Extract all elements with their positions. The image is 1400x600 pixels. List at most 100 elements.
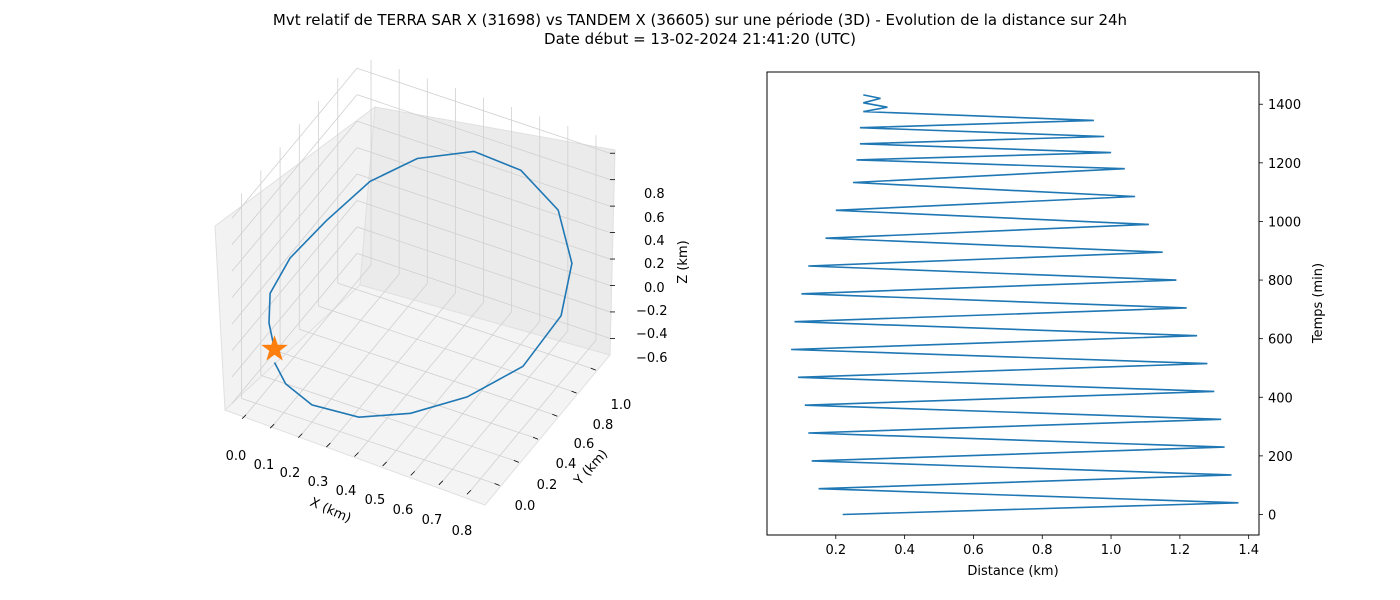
x-tick-label: 0.7	[422, 513, 443, 528]
tick-mark	[466, 489, 472, 495]
grid-line	[260, 375, 514, 461]
chart-title-line2: Date début = 13-02-2024 21:41:20 (UTC)	[544, 30, 856, 48]
x-axis-label: Distance (km)	[967, 564, 1058, 579]
plot-frame	[766, 71, 1260, 536]
y-tick-label: 1200	[1268, 157, 1301, 172]
tick-mark	[410, 471, 416, 476]
grid-line	[245, 264, 372, 415]
grid-line	[356, 120, 611, 207]
grid-line	[356, 226, 611, 313]
z-tick-label: −0.2	[636, 304, 668, 319]
grid-line	[337, 282, 591, 369]
tick-mark	[532, 436, 539, 440]
ticks-3d	[241, 152, 615, 495]
grid-line	[356, 94, 611, 181]
grid-line	[330, 292, 456, 444]
plot-3d: X (km) Y (km) Z (km) 0.0 0.1 0.2 0.3 0.4…	[214, 59, 691, 539]
plot-2d: 0.2 0.4 0.6 0.8 1.0 1.2 1.4 0 200 400 600 800 1000 1…	[766, 71, 1326, 579]
y-tick-label: 0.8	[593, 418, 614, 433]
grid-line	[231, 226, 358, 378]
tick-mark	[438, 480, 444, 486]
tick-mark	[354, 452, 359, 457]
x-tick-label: 0.5	[365, 493, 386, 508]
grid-line	[231, 94, 358, 245]
grid-line	[356, 200, 611, 286]
z-tick-label: 0.8	[644, 187, 665, 202]
z-tick-label: 0.6	[644, 211, 665, 226]
tick-mark	[571, 390, 577, 394]
x-tick-label: 0.3	[308, 475, 329, 490]
tick-mark	[590, 367, 596, 371]
grid-line	[241, 398, 495, 484]
orbit-line	[268, 150, 573, 419]
grid-line	[442, 330, 569, 482]
z-tick-label: −0.4	[636, 327, 668, 342]
grid-line	[273, 273, 400, 425]
x-tick-label: 1.4	[1238, 543, 1259, 558]
x-tick-label: 1.2	[1170, 543, 1191, 558]
grid-line	[386, 311, 512, 463]
tick-mark	[326, 442, 331, 448]
grid-line	[231, 200, 358, 351]
y-tick-label: 200	[1268, 450, 1293, 465]
x-ticks: 0.2 0.4 0.6 0.8 1.0 1.2 1.4	[825, 535, 1259, 558]
tick-mark	[513, 460, 519, 463]
x-axis-label: X (km)	[308, 495, 354, 526]
y-tick-label: 1.0	[611, 398, 632, 413]
grid-line	[358, 302, 484, 453]
x-tick-label: 0.6	[963, 543, 984, 558]
tick-mark	[241, 414, 247, 420]
x-tick-label: 0.4	[336, 484, 357, 499]
x-tick-label: 0.1	[254, 458, 275, 473]
x-tick-label: 1.0	[1101, 543, 1122, 558]
grid-line	[414, 321, 541, 472]
x-tick-labels: 0.0 0.1 0.2 0.3 0.4 0.5 0.6 0.7 0.8	[226, 449, 473, 539]
y-tick-label: 0	[1268, 508, 1276, 523]
z-tick-label: 0.2	[644, 257, 665, 272]
grid-line	[231, 120, 358, 272]
x-tick-label: 0.2	[280, 466, 301, 481]
z-axis-label: Z (km)	[676, 240, 691, 283]
distance-line	[791, 94, 1239, 516]
y-tick-label: 600	[1268, 333, 1293, 348]
grid-line	[318, 305, 572, 392]
y-tick-label: 0.6	[574, 437, 595, 452]
tick-mark	[297, 433, 303, 438]
grid-line	[231, 147, 358, 298]
grid-line	[356, 147, 611, 233]
z-tick-labels: 0.8 0.6 0.4 0.2 0.0 −0.2 −0.4 −0.6	[636, 187, 668, 366]
y-tick-label: 800	[1268, 274, 1293, 289]
start-marker-star	[261, 335, 288, 361]
z-tick-label: −0.6	[636, 351, 668, 366]
grid-line	[231, 67, 358, 219]
x-tick-label: 0.4	[894, 543, 915, 558]
grid-line	[231, 253, 358, 404]
x-tick-label: 0.8	[1032, 543, 1053, 558]
y-tick-label: 0.4	[556, 457, 577, 472]
grid-line	[470, 340, 597, 491]
tick-mark	[382, 461, 387, 467]
grid-line	[299, 328, 553, 415]
z-tick-label: 0.0	[644, 281, 665, 296]
tick-mark	[494, 483, 500, 486]
y-ticks: 0 200 400 600 800 1000 1200 1400	[1259, 98, 1301, 523]
grid-line	[356, 253, 611, 339]
tick-mark	[552, 413, 558, 417]
grid-line	[356, 67, 611, 154]
chart-title-line1: Mvt relatif de TERRA SAR X (31698) vs TA…	[273, 11, 1127, 29]
x-tick-label: 0.0	[226, 449, 247, 464]
x-tick-label: 0.8	[452, 524, 473, 539]
z-tick-label: 0.4	[644, 234, 665, 249]
y-tick-label: 0.0	[515, 499, 536, 514]
y-tick-label: 1000	[1268, 215, 1301, 230]
grid-line	[279, 351, 534, 438]
y-tick-label: 0.2	[537, 478, 558, 493]
y-axis-label: Temps (min)	[1311, 263, 1326, 344]
x-tick-label: 0.2	[825, 543, 846, 558]
x-tick-label: 0.6	[393, 503, 414, 518]
y-tick-label: 1400	[1268, 98, 1301, 113]
pane-floor	[224, 284, 611, 506]
y-tick-labels: 0.0 0.2 0.4 0.6 0.8 1.0	[515, 398, 632, 514]
y-tick-label: 400	[1268, 391, 1293, 406]
